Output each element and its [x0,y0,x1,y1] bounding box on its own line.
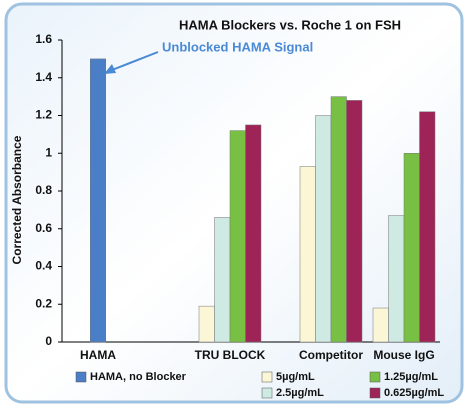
legend-label: 1.25µg/mL [384,371,438,383]
legend-swatch [261,387,273,399]
legend-label: 0.625µg/mL [384,387,444,399]
legend-swatch [261,371,273,383]
bar [388,215,405,343]
y-tick-label: 1.2 [35,108,52,122]
bar [245,124,262,343]
x-tick-label: HAMA [80,348,116,362]
bar [315,115,332,343]
bar [346,100,363,343]
annotation-arrowhead [104,64,116,74]
bar [229,130,246,343]
legend-label: 2.5µg/mL [276,387,324,399]
x-tick-label: Mouse IgG [373,348,434,362]
y-tick-label: 1.6 [35,32,52,46]
x-tick-label: TRU BLOCK [195,348,266,362]
y-tick-label: 1 [45,145,52,159]
legend-swatch [369,371,381,383]
bar [419,111,436,343]
legend-label: HAMA, no Blocker [90,371,187,383]
y-tick-label: 0.2 [35,296,52,310]
bar [330,96,347,343]
y-tick-label: 0.8 [35,183,52,197]
annotation: Unblocked HAMA Signal [162,39,313,54]
bar [198,305,215,343]
bar [403,153,420,343]
y-tick-label: 0.4 [35,259,52,273]
y-tick-label: 0.6 [35,221,52,235]
x-tick-label: Competitor [299,348,363,362]
legend-label: 5µg/mL [276,371,315,383]
bar [214,217,231,343]
chart-title: HAMA Blockers vs. Roche 1 on FSH [179,17,401,32]
y-tick-label: 1.4 [35,70,52,84]
legend-swatch [369,387,381,399]
annotation-arrow [111,51,159,71]
y-tick-label: 0 [45,334,52,348]
bar [90,58,106,343]
bar [299,166,316,343]
bar [372,307,389,343]
legend-swatch [75,371,87,383]
y-axis-label: Corrected Absorbance [10,135,24,264]
